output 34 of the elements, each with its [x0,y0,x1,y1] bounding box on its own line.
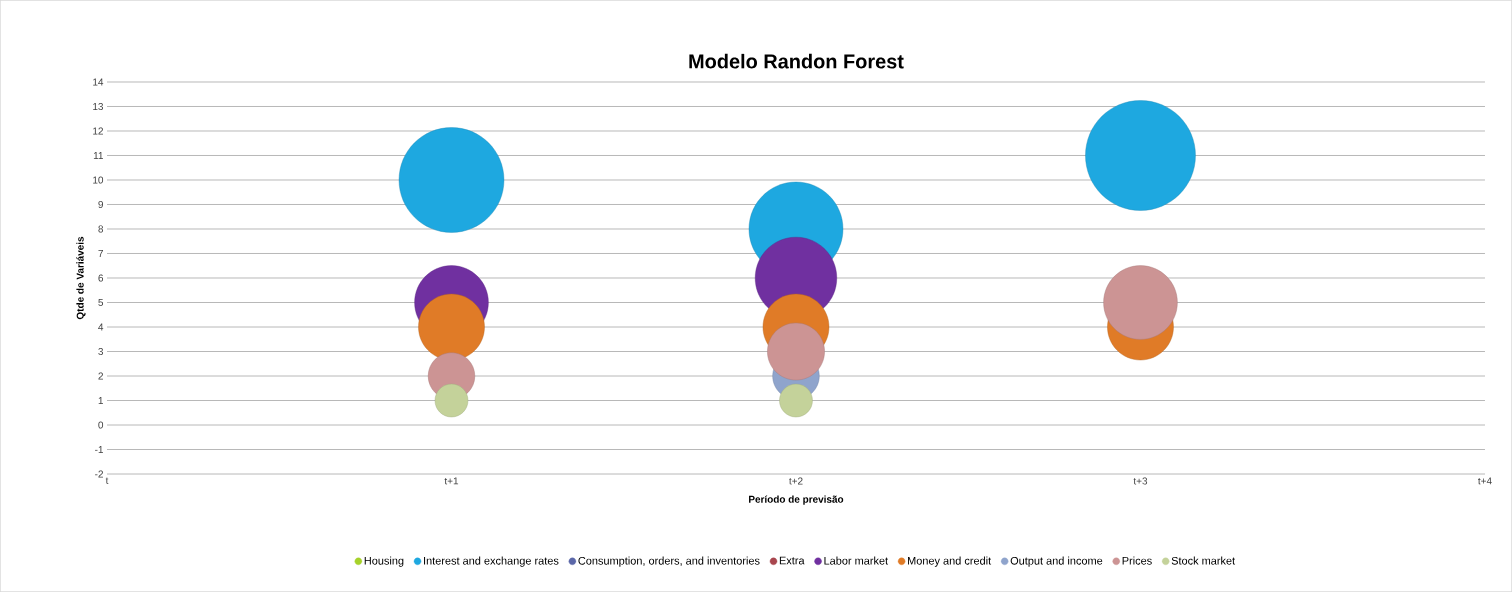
y-tick-label: 10 [93,176,104,184]
y-tick-label: 3 [98,347,104,356]
y-tick-label: -1 [95,446,103,453]
y-tick-label: 12 [93,127,103,135]
legend-label: Money and credit [908,556,992,567]
legend-label: Stock market [1171,556,1236,565]
x-axis-title: Período de previsão [749,495,844,505]
legend-label: Labor market [824,556,889,565]
y-tick-label: 4 [98,323,104,331]
x-tick-label: t+2 [789,477,803,485]
legend-label: Consumption, orders, and inventories [578,556,760,567]
y-tick-label: 14 [93,78,104,86]
x-tick-label: t+3 [1133,477,1148,485]
y-tick-label: 0 [98,421,104,429]
legend-label: Extra [779,556,805,565]
y-tick-label: 8 [98,225,104,233]
x-tick-label: t+1 [444,477,459,485]
legend-label: Output and income [1010,556,1103,567]
legend-label: Interest and exchange rates [424,556,559,567]
x-tick-label: t [105,477,109,485]
y-tick-label: 11 [93,152,103,159]
y-tick-label: 5 [98,299,104,306]
x-tick-label: t+4 [1478,477,1492,485]
y-tick-label: 1 [98,397,103,404]
legend-label: Prices [1122,556,1152,565]
y-tick-label: 7 [98,250,103,257]
y-axis-title: Qtde de Variáveis [76,236,86,320]
y-tick-label: 2 [98,372,103,380]
y-tick-label: 9 [98,200,104,209]
y-tick-label: -2 [95,470,103,478]
y-tick-label: 6 [98,274,104,282]
y-tick-label: 13 [93,102,104,111]
chart-title: Modelo Randon Forest [689,53,904,69]
legend-label: Housing [364,556,404,567]
